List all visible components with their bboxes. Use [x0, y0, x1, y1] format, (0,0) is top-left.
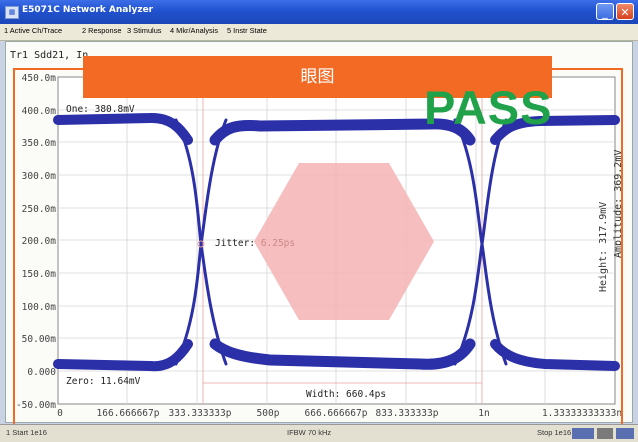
status-bar: 1 Start 1e16 IFBW 70 kHz Stop 1e16: [0, 424, 638, 442]
window-title: E5071C Network Analyzer: [22, 5, 154, 15]
x-tick-label: 0: [57, 408, 63, 419]
menu-item-response[interactable]: 2 Response: [82, 26, 122, 35]
stop-readout: Stop 1e16: [537, 428, 572, 437]
pass-badge: PASS: [424, 81, 553, 134]
y-tick-label: 200.0m: [21, 236, 56, 247]
y-tick-label: 100.0m: [21, 302, 56, 313]
jitter-value: 6.25ps: [260, 238, 296, 249]
jitter-label: Jitter:: [215, 238, 256, 249]
title-bar: ▦ E5071C Network Analyzer _ ✕: [0, 0, 638, 24]
menu-item-active-ch-trace[interactable]: 1 Active Ch/Trace: [4, 26, 63, 35]
app-icon: ▦: [5, 6, 19, 19]
x-tick-label: 1n: [478, 408, 490, 419]
minimize-button[interactable]: _: [596, 3, 614, 20]
trace-label: Tr1 Sdd21, In: [10, 50, 89, 61]
one-level-readout: One: 380.8mV: [66, 104, 135, 115]
menu-item-stimulus[interactable]: 3 Stimulus: [127, 26, 162, 35]
jitter-readout: Jitter: 6.25ps: [215, 238, 295, 249]
zero-level-readout: Zero: 11.64mV: [66, 376, 141, 387]
width-readout: Width: 660.4ps: [306, 389, 387, 400]
y-tick-label: 450.0m: [21, 73, 56, 84]
y-tick-label: 0.000: [27, 367, 56, 378]
close-button[interactable]: ✕: [616, 3, 634, 20]
y-tick-label: 300.0m: [21, 171, 56, 182]
y-tick-label: 350.0m: [21, 138, 56, 149]
y-tick-label: 250.0m: [21, 204, 56, 215]
x-tick-label: 333.333333p: [168, 408, 232, 419]
menu-item-instr-state[interactable]: 5 Instr State: [227, 26, 267, 35]
x-tick-label: 666.666667p: [304, 408, 368, 419]
menu-item-mkr-analysis[interactable]: 4 Mkr/Analysis: [170, 26, 219, 35]
y-tick-label: 150.0m: [21, 269, 56, 280]
x-tick-label: 833.333333p: [375, 408, 439, 419]
status-indicator: [597, 428, 613, 439]
y-tick-label: 50.00m: [21, 334, 56, 345]
menu-bar: 1 Active Ch/Trace 2 Response 3 Stimulus …: [0, 24, 638, 41]
banner-title: 眼图: [83, 56, 552, 98]
status-indicator: [572, 428, 594, 439]
x-tick-label: 1.33333333333n: [541, 408, 623, 419]
ifbw-readout: IFBW 70 kHz: [287, 428, 332, 437]
start-readout: 1 Start 1e16: [6, 428, 47, 437]
x-tick-label: 166.666667p: [96, 408, 160, 419]
x-tick-label: 500p: [256, 408, 280, 419]
status-indicator: [616, 428, 634, 439]
y-tick-label: -50.00m: [15, 400, 56, 411]
y-tick-label: 400.0m: [21, 106, 56, 117]
